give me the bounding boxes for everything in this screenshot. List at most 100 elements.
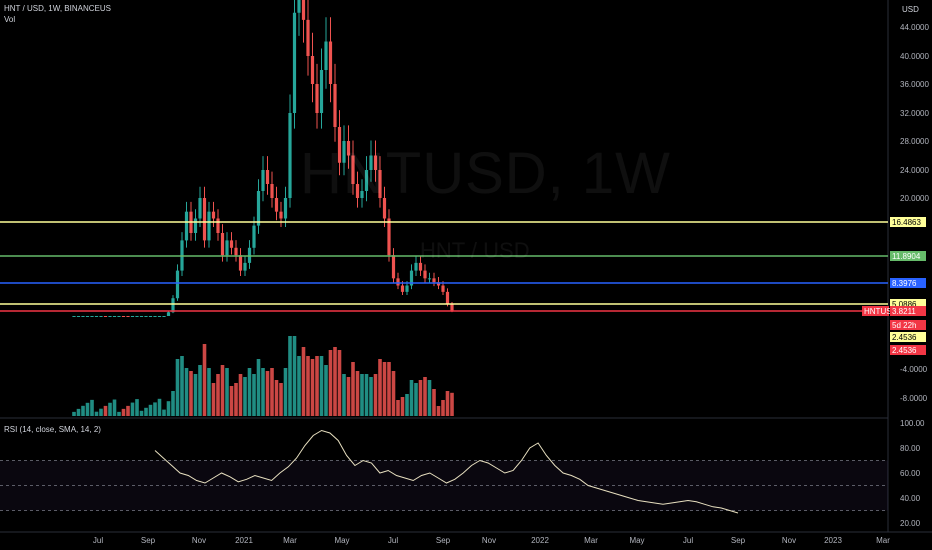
currency-label: USD bbox=[902, 5, 919, 14]
time-tick-label: May bbox=[334, 536, 349, 545]
volume-bar bbox=[409, 380, 414, 416]
volume-bar bbox=[112, 399, 117, 416]
volume-bar bbox=[324, 365, 328, 416]
candle-body bbox=[198, 198, 202, 219]
time-tick-label: Mar bbox=[876, 536, 890, 545]
volume-bar bbox=[216, 374, 220, 416]
volume-bar bbox=[220, 365, 225, 416]
volume-bar bbox=[283, 368, 288, 416]
candle-body bbox=[400, 285, 405, 292]
candle-body bbox=[184, 211, 189, 241]
volume-bar bbox=[387, 362, 391, 416]
volume-bar bbox=[261, 368, 265, 416]
candle-body bbox=[157, 316, 162, 317]
volume-bar bbox=[162, 409, 166, 416]
volume-bar bbox=[234, 383, 238, 416]
volume-bar bbox=[369, 377, 373, 416]
candle-body bbox=[351, 155, 355, 184]
time-tick-label: Mar bbox=[584, 536, 598, 545]
volume-bar bbox=[396, 400, 400, 416]
candle-body bbox=[90, 316, 94, 317]
volume-bar bbox=[139, 410, 144, 416]
level-tag-label: 11.8904 bbox=[892, 252, 921, 261]
candle-body bbox=[409, 270, 414, 286]
volume-bar bbox=[99, 408, 103, 416]
volume-bar bbox=[328, 350, 333, 416]
rsi-tick-label: 60.00 bbox=[900, 469, 921, 478]
volume-legend[interactable]: Vol bbox=[4, 15, 16, 24]
watermark-pair: HNT / USD bbox=[420, 238, 530, 263]
time-tick-label: Nov bbox=[482, 536, 496, 545]
candle-body bbox=[135, 316, 139, 317]
rsi-tick-label: 100.00 bbox=[900, 419, 925, 428]
level-tag-bg bbox=[890, 217, 926, 227]
time-tick-label: Jul bbox=[93, 536, 103, 545]
time-tick-label: Nov bbox=[192, 536, 206, 545]
candle-body bbox=[252, 225, 256, 248]
candle-body bbox=[270, 184, 274, 198]
candle-body bbox=[373, 155, 378, 170]
volume-bar bbox=[315, 356, 319, 416]
volume-bar bbox=[274, 380, 279, 416]
time-tick-label: May bbox=[629, 536, 644, 545]
level-tag-bg bbox=[890, 278, 926, 288]
candle-body bbox=[310, 56, 315, 84]
candle-body bbox=[229, 240, 234, 248]
candle-body bbox=[207, 211, 211, 241]
time-tick-label: Sep bbox=[731, 536, 746, 545]
volume-bar bbox=[346, 377, 351, 416]
price-tick-label: 20.0000 bbox=[900, 194, 929, 203]
candle-body bbox=[243, 262, 247, 271]
volume-bar bbox=[157, 398, 162, 416]
volume-bar bbox=[436, 406, 441, 416]
candle-body bbox=[166, 312, 171, 316]
watermark-ticker: HNTUSD, 1W bbox=[300, 141, 671, 206]
candle-body bbox=[333, 84, 337, 127]
volume-bar bbox=[103, 405, 108, 416]
rsi-legend[interactable]: RSI (14, close, SMA, 14, 2) bbox=[4, 425, 101, 434]
candle-body bbox=[364, 170, 369, 191]
volume-bar bbox=[279, 383, 283, 416]
level-tag-bg bbox=[890, 251, 926, 261]
level-tag-label: 5.0886 bbox=[892, 300, 917, 309]
time-tick-label: Nov bbox=[782, 536, 796, 545]
volume-bar bbox=[342, 374, 346, 416]
candle-body bbox=[306, 19, 310, 56]
volume-bar bbox=[243, 377, 247, 416]
candle-body bbox=[261, 170, 265, 191]
symbol-title[interactable]: HNT / USD, 1W, BINANCEUS bbox=[4, 4, 111, 13]
candle-body bbox=[346, 141, 351, 156]
candle-body bbox=[378, 170, 382, 198]
volume-bar bbox=[175, 359, 180, 416]
time-tick-label: Sep bbox=[141, 536, 156, 545]
candle-body bbox=[234, 247, 238, 256]
candle-body bbox=[342, 141, 346, 163]
candle-body bbox=[72, 316, 76, 317]
chart-header: HNT / USD, 1W, BINANCEUS Vol bbox=[4, 3, 111, 25]
level-tag-label: 16.4863 bbox=[892, 218, 921, 227]
volume-bar bbox=[121, 408, 126, 416]
price-tag-bg bbox=[890, 345, 926, 355]
time-tick-label: 2023 bbox=[824, 536, 842, 545]
volume-bar bbox=[450, 392, 454, 416]
volume-bar bbox=[193, 374, 198, 416]
volume-bar bbox=[355, 371, 360, 416]
candle-body bbox=[256, 191, 261, 226]
price-tag-label: HNTUSD bbox=[864, 307, 898, 316]
price-tag-label: 2.4536 bbox=[892, 333, 917, 342]
volume-bar bbox=[360, 374, 364, 416]
candle-body bbox=[202, 198, 207, 241]
volume-bar bbox=[337, 350, 342, 416]
volume-bar bbox=[400, 397, 405, 416]
volume-bar bbox=[81, 405, 85, 416]
volume-bar bbox=[382, 362, 387, 416]
candle-body bbox=[360, 191, 364, 198]
price-tick-label: 28.0000 bbox=[900, 137, 929, 146]
volume-bar bbox=[117, 411, 121, 416]
volume-bar bbox=[288, 336, 292, 416]
volume-tick-label: -8.0000 bbox=[900, 394, 928, 403]
volume-bar bbox=[72, 411, 76, 416]
time-tick-label: Mar bbox=[283, 536, 297, 545]
volume-bar bbox=[301, 347, 306, 416]
volume-bar bbox=[351, 362, 355, 416]
